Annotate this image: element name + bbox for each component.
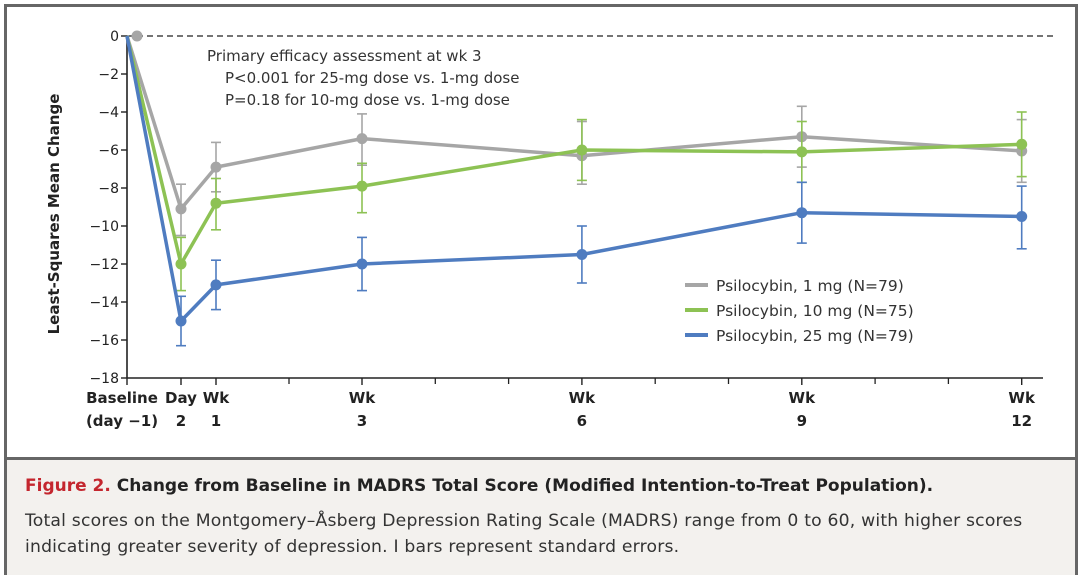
data-point — [175, 258, 187, 270]
y-tick-label: 0 — [110, 29, 119, 45]
chart: 0 −2 −4 −6 −8 −10 −12 −14 −16 −18 Baseline (day −1)… — [45, 29, 1057, 430]
series-2 — [125, 35, 1028, 292]
data-point — [356, 180, 368, 192]
caption: Figure 2. Change from Baseline in MADRS … — [7, 457, 1075, 575]
legend-label: Psilocybin, 10 mg (N=75) — [716, 302, 914, 320]
y-tick-label: −4 — [98, 105, 119, 121]
data-point — [175, 203, 187, 215]
y-tick-label: −14 — [89, 295, 119, 311]
data-point — [1016, 138, 1028, 150]
caption-title-text: Change from Baseline in MADRS Total Scor… — [110, 476, 934, 496]
y-tick-label: −2 — [98, 67, 119, 83]
y-tick-label: −16 — [89, 333, 119, 349]
data-point — [796, 146, 808, 158]
y-tick-label: −6 — [98, 143, 119, 159]
x-tick-label: Wk — [789, 389, 817, 407]
annotation-line-3: P=0.18 for 10-mg dose vs. 1-mg dose — [225, 91, 510, 109]
x-tick-label: Wk — [203, 389, 231, 407]
series-layer — [125, 30, 1028, 347]
y-tick-label: −10 — [89, 219, 119, 235]
x-tick-label: 6 — [577, 412, 587, 430]
figure-label: Figure 2. — [25, 476, 111, 496]
data-point — [356, 133, 368, 145]
x-tick-label: 9 — [797, 412, 807, 430]
data-point — [356, 258, 368, 270]
data-point — [175, 315, 187, 327]
data-point — [210, 161, 222, 173]
x-tick-label: Wk — [1008, 389, 1036, 407]
x-tick-label: Baseline — [86, 389, 158, 407]
annotation: Primary efficacy assessment at wk 3 P<0.… — [207, 47, 519, 109]
axes: 0 −2 −4 −6 −8 −10 −12 −14 −16 −18 Baseline (day −1)… — [86, 29, 1057, 430]
legend-label: Psilocybin, 25 mg (N=79) — [716, 327, 914, 345]
x-tick-label: (day −1) — [86, 412, 158, 430]
x-tick-label: 12 — [1011, 412, 1032, 430]
data-point — [796, 207, 808, 219]
x-tick-label: Wk — [569, 389, 597, 407]
data-point — [576, 144, 588, 156]
x-tick-label: 3 — [357, 412, 367, 430]
x-tick-label: Wk — [349, 389, 377, 407]
x-tick-label: 1 — [211, 412, 221, 430]
data-point — [210, 279, 222, 291]
data-point — [1016, 211, 1028, 222]
caption-body: Total scores on the Montgomery–Åsberg De… — [25, 511, 1023, 557]
baseline-marker — [131, 30, 143, 42]
figure-frame: 0 −2 −4 −6 −8 −10 −12 −14 −16 −18 Baseline (day −1)… — [4, 4, 1078, 575]
annotation-line-2: P<0.001 for 25-mg dose vs. 1-mg dose — [225, 69, 519, 87]
series-3 — [125, 35, 1028, 347]
y-tick-label: −18 — [89, 371, 119, 387]
legend-label: Psilocybin, 1 mg (N=79) — [716, 277, 904, 295]
y-axis-label: Least-Squares Mean Change — [45, 94, 63, 335]
x-tick-label: Day — [165, 389, 197, 407]
series-1 — [125, 35, 1028, 237]
caption-title: Figure 2. Change from Baseline in MADRS … — [25, 476, 933, 496]
x-tick-label: 2 — [176, 412, 186, 430]
data-point — [210, 197, 222, 209]
y-tick-label: −12 — [89, 257, 119, 273]
y-tick-label: −8 — [98, 181, 119, 197]
data-point — [576, 249, 588, 260]
legend: Psilocybin, 1 mg (N=79) Psilocybin, 10 mg… — [685, 277, 914, 345]
annotation-line-1: Primary efficacy assessment at wk 3 — [207, 47, 482, 65]
